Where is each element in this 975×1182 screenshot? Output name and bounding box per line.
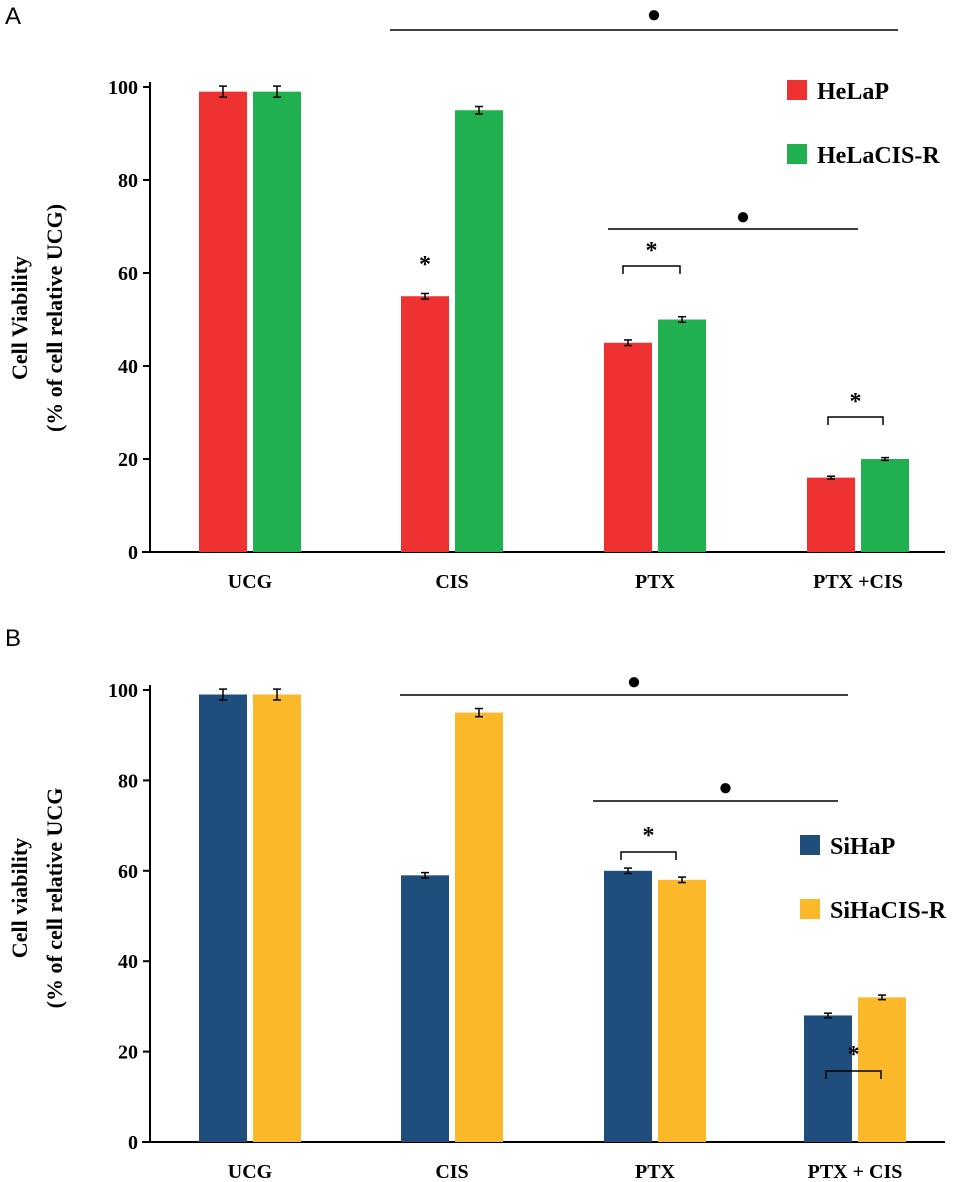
panel-a-significance-dot: ●: [647, 2, 662, 28]
panel-a-bracket: [827, 416, 884, 425]
panel-b-bar-sihap-3: [804, 1015, 852, 1142]
panel-a-y-tick-label: 40: [118, 356, 138, 378]
panel-a-x-tick-label: CIS: [435, 571, 468, 593]
panel-a-legend-label: HeLaCIS-R: [817, 143, 940, 169]
panel-a-y-tick-label: 20: [118, 449, 138, 471]
panel-a-legend-swatch: [787, 144, 807, 164]
panel-b-y-tick-label: 100: [108, 680, 138, 702]
panel-a-chart: A 0 20 40 60 80 100 Cell Viability (% of cell re…: [5, 2, 945, 593]
panel-b-y-tick-label: 60: [118, 861, 138, 883]
panel-b-bar-sihap-1: [401, 875, 449, 1142]
panel-a-legend-swatch: [787, 80, 807, 100]
panel-b-bracket: [825, 1070, 882, 1079]
panel-b-bar-sihap-2: [604, 870, 652, 1142]
panel-b-label: B: [5, 625, 21, 652]
panel-b-y-tick-label: 0: [128, 1132, 138, 1154]
panel-b-chart: B 0 20 40 60 80 100 Cell viability (% of cell re…: [5, 625, 947, 1182]
panel-b-bracket: [620, 851, 677, 860]
panel-b-x-tick-label: PTX + CIS: [808, 1161, 903, 1182]
panel-a-y-tick-label: 80: [118, 170, 138, 192]
panel-a-bar-helacis-r-0: [253, 91, 301, 553]
panel-a-bar-helacis-r-3: [861, 459, 909, 552]
panel-b-bar-sihap-0: [199, 694, 247, 1142]
panel-a-x-tick-label: UCG: [228, 571, 273, 593]
panel-b-significance-dot: ●: [627, 669, 642, 695]
panel-b-legend-label: SiHaCIS-R: [830, 898, 947, 924]
panel-a-bracket-star: *: [850, 389, 862, 415]
panel-b-y-tick-label: 80: [118, 770, 138, 792]
panel-b-bracket-star: *: [848, 1042, 860, 1068]
panel-b-bar-sihacis-r-2: [658, 879, 706, 1142]
panel-a-bar-helap-0: [199, 91, 247, 553]
panel-b-legend-swatch: [800, 899, 820, 919]
panel-a-label: A: [5, 3, 21, 30]
panel-a-bar-helap-1: [401, 296, 449, 552]
panel-a-y-tick-label: 60: [118, 263, 138, 285]
panel-a-y-tick-label: 0: [128, 542, 138, 564]
panel-a-significance-dot: ●: [736, 204, 751, 230]
panel-a-bracket-star: *: [646, 238, 658, 264]
panel-b-bracket-star: *: [643, 823, 655, 849]
panel-a-bar-star: *: [419, 252, 431, 278]
panel-b-bar-sihacis-r-0: [253, 694, 301, 1142]
panel-b-y-tick-label: 40: [118, 951, 138, 973]
panel-b-x-tick-label: CIS: [435, 1161, 468, 1182]
panel-a-y-title-line1: Cell Viability: [7, 256, 32, 380]
panel-a-bar-helap-2: [604, 342, 652, 552]
panel-a-bracket: [622, 265, 681, 274]
panel-b-y-title-line1: Cell viability: [7, 838, 32, 958]
panel-a-legend-label: HeLaP: [817, 79, 889, 105]
panel-a-bar-helap-3: [807, 477, 855, 552]
panel-b-bar-sihacis-r-1: [455, 712, 503, 1142]
panel-b-y-title-line2: (% of cell relative UCG: [42, 788, 67, 1009]
panel-b-legend-swatch: [800, 835, 820, 855]
panel-a-y-title-line2: (% of cell relative UCG): [42, 204, 67, 432]
panel-a-x-tick-label: PTX: [635, 571, 676, 593]
panel-b-x-tick-label: UCG: [228, 1161, 273, 1182]
panel-a-y-tick-label: 100: [108, 77, 138, 99]
panel-b-bar-sihacis-r-3: [858, 997, 906, 1142]
panel-a-bar-helacis-r-1: [455, 110, 503, 552]
panel-a-x-tick-label: PTX +CIS: [813, 571, 903, 593]
panel-b-significance-dot: ●: [718, 775, 733, 801]
panel-b-y-tick-label: 20: [118, 1042, 138, 1064]
panel-b-x-tick-label: PTX: [635, 1161, 676, 1182]
panel-a-bar-helacis-r-2: [658, 319, 706, 552]
panel-b-legend-label: SiHaP: [830, 834, 895, 860]
